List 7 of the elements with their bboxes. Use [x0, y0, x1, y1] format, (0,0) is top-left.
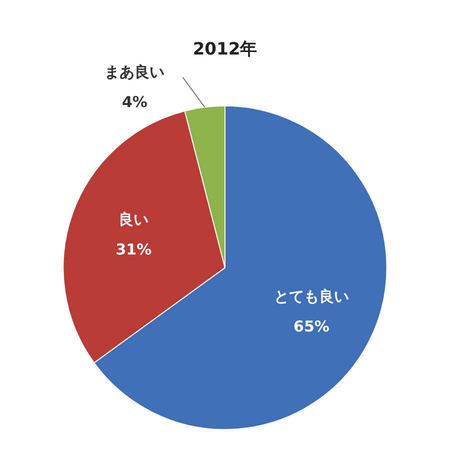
chart-title: 2012年: [192, 40, 258, 60]
data-label: 65%: [294, 318, 330, 336]
slice-label: まあ良い: [104, 63, 165, 82]
slice-label: とても良い: [274, 288, 349, 306]
data-label: 31%: [116, 240, 152, 259]
slice-label: 良い: [118, 210, 149, 229]
data-label: 4%: [122, 93, 148, 112]
